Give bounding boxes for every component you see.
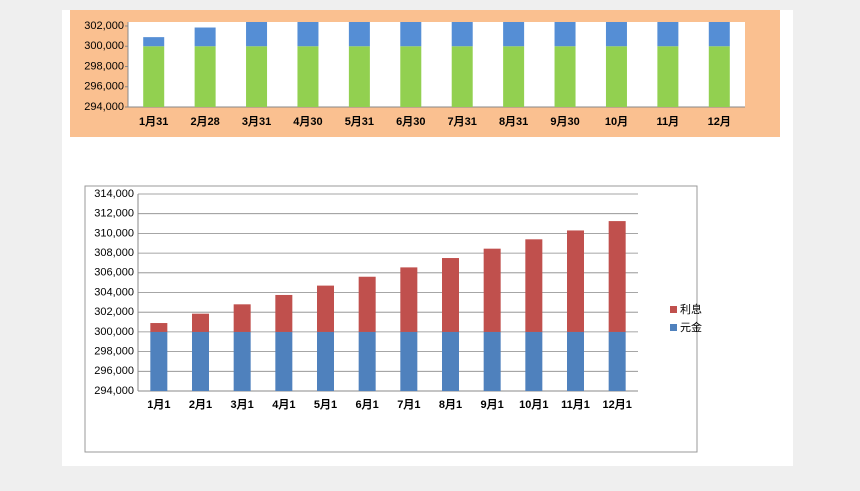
y-tick-label: 312,000 — [94, 208, 134, 220]
bar-segment — [605, 46, 627, 107]
bar-segment — [194, 27, 216, 47]
x-tick-label: 6月1 — [356, 398, 379, 411]
y-tick-label: 294,000 — [84, 101, 124, 113]
y-tick-label: 314,000 — [94, 188, 134, 200]
x-tick-label: 3月31 — [242, 115, 271, 128]
bar-segment — [192, 313, 209, 332]
bar-segment — [143, 46, 165, 107]
bar-segment — [233, 331, 251, 391]
x-tick-label: 11月1 — [561, 398, 590, 411]
bar-segment — [708, 22, 730, 47]
x-tick-label: 9月30 — [550, 115, 579, 128]
plot-area — [128, 22, 745, 107]
bar-segment — [608, 221, 626, 332]
y-tick-label: 296,000 — [94, 365, 134, 377]
bar-segment — [503, 46, 525, 107]
bar-segment — [246, 22, 268, 47]
bar-segment — [525, 331, 543, 391]
bar-segment — [608, 331, 626, 391]
y-tick-label: 294,000 — [94, 385, 134, 397]
y-tick-label: 298,000 — [84, 60, 124, 72]
bar-segment — [143, 37, 165, 47]
bars — [150, 221, 626, 391]
x-tick-label: 5月1 — [314, 398, 337, 411]
x-tick-label: 1月1 — [147, 398, 170, 411]
x-tick-label: 10月1 — [519, 398, 548, 411]
y-tick-label: 308,000 — [94, 247, 134, 259]
y-tick-label: 300,000 — [84, 40, 124, 52]
bar-segment — [348, 22, 370, 47]
y-tick-label: 304,000 — [94, 286, 134, 298]
bar-segment — [483, 331, 501, 391]
bar-segment — [708, 46, 730, 107]
y-tick-label: 310,000 — [94, 227, 134, 239]
bar-segment — [503, 22, 525, 47]
bar-segment — [246, 46, 268, 107]
legend-swatch — [670, 306, 677, 313]
bar-segment — [554, 22, 576, 47]
bar-segment — [275, 331, 293, 391]
y-tick-label: 296,000 — [84, 81, 124, 93]
bar-segment — [567, 230, 584, 332]
y-tick-label: 306,000 — [94, 267, 134, 279]
x-tick-label: 1月31 — [139, 115, 168, 128]
bars — [143, 22, 730, 107]
bar-segment — [567, 331, 584, 391]
x-tick-label: 4月1 — [272, 398, 295, 411]
x-tick-label: 7月1 — [397, 398, 420, 411]
x-tick-label: 8月31 — [499, 115, 528, 128]
bar-segment — [400, 46, 422, 107]
y-tick-label: 298,000 — [94, 346, 134, 358]
legend-label: 利息 — [680, 302, 702, 316]
bar-segment — [194, 46, 216, 107]
bar-segment — [297, 46, 319, 107]
x-tick-label: 12月1 — [602, 398, 631, 411]
x-tick-label: 12月 — [708, 115, 731, 128]
bar-segment — [297, 22, 319, 47]
bar-segment — [483, 248, 501, 332]
bar-segment — [400, 331, 418, 391]
bar-segment — [233, 304, 251, 332]
bar-segment — [451, 46, 473, 107]
bar-segment — [150, 331, 168, 391]
y-tick-label: 302,000 — [84, 20, 124, 32]
bar-segment — [605, 22, 627, 47]
x-tick-label: 4月30 — [293, 115, 322, 128]
bar-segment — [348, 46, 370, 107]
x-tick-label: 3月1 — [231, 398, 254, 411]
x-tick-label: 2月1 — [189, 398, 212, 411]
y-tick-label: 300,000 — [94, 326, 134, 338]
bar-segment — [400, 22, 422, 47]
x-tick-label: 2月28 — [190, 115, 219, 128]
x-tick-label: 7月31 — [448, 115, 477, 128]
x-tick-label: 11月 — [657, 115, 680, 128]
x-tick-label: 10月 — [605, 115, 628, 128]
bar-segment — [275, 294, 293, 332]
bar-segment — [442, 331, 459, 391]
x-tick-label: 9月1 — [481, 398, 504, 411]
legend-label: 元金 — [680, 320, 702, 334]
x-tick-label: 8月1 — [439, 398, 462, 411]
bar-segment — [192, 331, 209, 391]
bar-segment — [317, 285, 334, 332]
bar-segment — [657, 46, 679, 107]
x-tick-label: 5月31 — [345, 115, 374, 128]
bar-segment — [451, 22, 473, 47]
chart-frame — [84, 185, 698, 453]
bar-segment — [150, 323, 168, 332]
bar-segment — [317, 331, 334, 391]
x-tick-label: 6月30 — [396, 115, 425, 128]
bar-segment — [358, 276, 376, 332]
bar-segment — [442, 258, 459, 332]
bar-segment — [554, 46, 576, 107]
bar-segment — [525, 239, 543, 332]
bar-segment — [400, 267, 418, 332]
bar-segment — [657, 22, 679, 47]
bar-segment — [358, 331, 376, 391]
legend-swatch — [670, 324, 677, 331]
y-tick-label: 302,000 — [94, 306, 134, 318]
